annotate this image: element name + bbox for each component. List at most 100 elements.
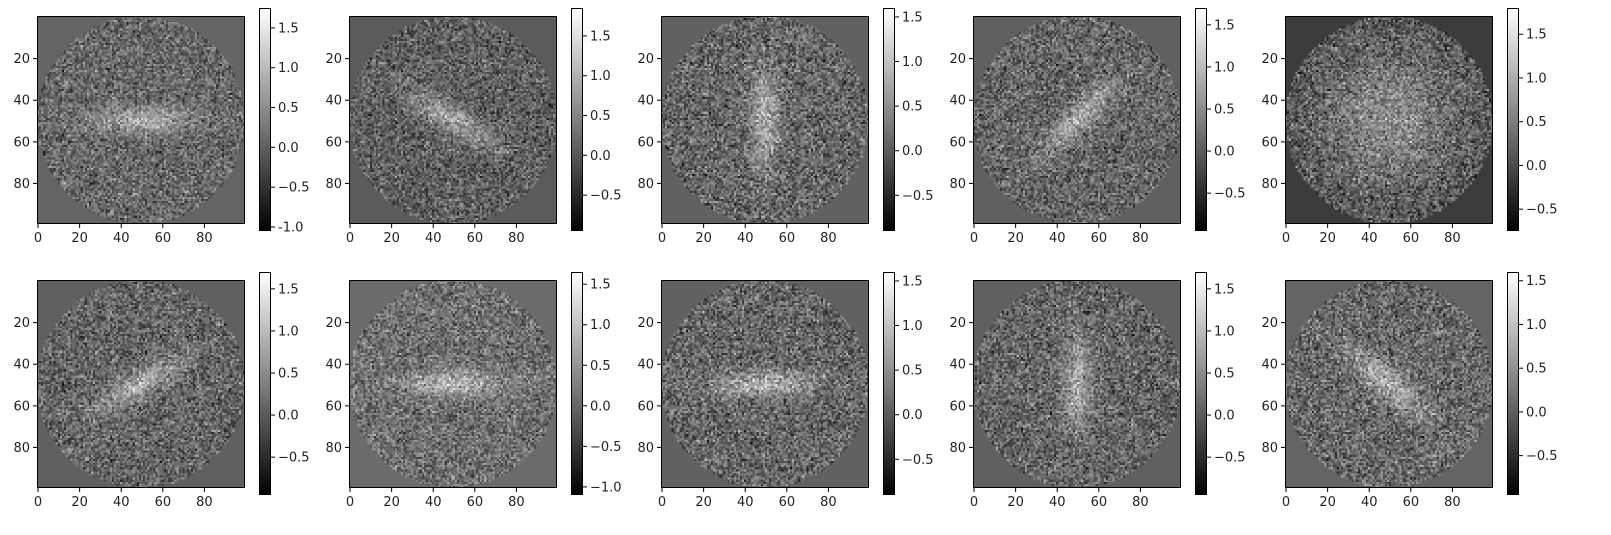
- panel-3: 0 20 40 60 80 20 40 60 80 −0.5 0.0 0.5 1.0 1.5: [637, 8, 934, 246]
- colorbar-tick-label: 1.0: [902, 55, 923, 70]
- colorbar-tick-label: −0.5: [1214, 187, 1246, 202]
- y-tick-label: 60: [13, 399, 30, 414]
- panel-10: 0 20 40 60 80 20 40 60 80 −0.5 0.0 0.5 1.0 1.5: [1261, 272, 1558, 510]
- y-tick-label: 80: [13, 441, 30, 456]
- y-tick-label: 60: [949, 135, 966, 150]
- colorbar: [883, 8, 895, 231]
- y-tick-label: 40: [637, 358, 654, 373]
- heatmap-image: [661, 280, 869, 488]
- x-tick-label: 80: [196, 495, 213, 510]
- x-tick-label: 60: [1091, 495, 1108, 510]
- colorbar: [1195, 8, 1207, 231]
- colorbar-tick-label: 0.5: [902, 100, 923, 115]
- colorbar-tick-label: 1.5: [1526, 274, 1547, 289]
- colorbar-tick-label: 0.5: [1526, 115, 1547, 130]
- x-tick-label: 20: [1007, 231, 1024, 246]
- x-tick-label: 0: [970, 495, 978, 510]
- panel-8: 0 20 40 60 80 20 40 60 80 −0.5 0.0 0.5 1.0 1.5: [637, 272, 934, 510]
- axes-frame: [37, 16, 245, 224]
- y-tick-label: 80: [325, 441, 342, 456]
- y-tick-label: 20: [325, 52, 342, 67]
- y-tick-label: 40: [1261, 94, 1278, 109]
- panel-4: 0 20 40 60 80 20 40 60 80 −0.5 0.0 0.5 1.0 1.5: [949, 8, 1246, 246]
- heatmap-image: [661, 16, 869, 224]
- colorbar-tick-label: 0.5: [278, 366, 299, 381]
- x-tick-label: 20: [71, 231, 88, 246]
- colorbar-tick-label: −0.5: [902, 189, 934, 204]
- y-tick-label: 80: [1261, 177, 1278, 192]
- axes-frame: [1285, 16, 1493, 224]
- y-tick-label: 20: [13, 316, 30, 331]
- x-tick-label: 80: [196, 231, 213, 246]
- axes-frame: [349, 280, 557, 488]
- panel-2: 0 20 40 60 80 20 40 60 80 −0.5 0.0 0.5 1.0 1.5: [325, 8, 622, 246]
- x-tick-label: 20: [383, 231, 400, 246]
- axes-frame: [661, 280, 869, 488]
- x-tick-label: 80: [820, 231, 837, 246]
- x-tick-label: 80: [1132, 495, 1149, 510]
- x-tick-label: 40: [1049, 495, 1066, 510]
- panel-9: 0 20 40 60 80 20 40 60 80 −0.5 0.0 0.5 1.0 1.5: [949, 272, 1246, 510]
- colorbar: [1195, 272, 1207, 495]
- x-tick-label: 40: [425, 231, 442, 246]
- colorbar-tick-label: 0.0: [1214, 409, 1235, 424]
- x-tick-label: 20: [71, 495, 88, 510]
- colorbar: [1507, 8, 1519, 231]
- panel-7: 0 20 40 60 80 20 40 60 80 −1.0 −0.5 0.0 0.5 1.0 1.5: [325, 272, 622, 510]
- colorbar-tick-label: 1.0: [590, 318, 611, 333]
- x-tick-label: 40: [113, 495, 130, 510]
- x-tick-label: 60: [1091, 231, 1108, 246]
- y-tick-label: 60: [1261, 399, 1278, 414]
- colorbar-frame: [1507, 8, 1519, 231]
- heatmap-image: [37, 16, 245, 224]
- x-tick-label: 60: [1403, 231, 1420, 246]
- colorbar-tick-label: 1.0: [278, 324, 299, 339]
- colorbar-tick-label: 0.0: [902, 144, 923, 159]
- colorbar-tick-label: −0.5: [278, 181, 310, 196]
- colorbar-frame: [883, 8, 895, 231]
- y-tick-label: 40: [637, 94, 654, 109]
- y-tick-label: 20: [1261, 316, 1278, 331]
- colorbar-tick-label: 0.0: [902, 408, 923, 423]
- colorbar: [571, 272, 583, 495]
- y-tick-label: 20: [1261, 52, 1278, 67]
- colorbar-tick-label: −0.5: [1214, 451, 1246, 466]
- y-tick-label: 80: [949, 441, 966, 456]
- x-tick-label: 60: [779, 231, 796, 246]
- y-tick-label: 80: [637, 177, 654, 192]
- x-tick-label: 80: [508, 231, 525, 246]
- y-tick-label: 20: [13, 52, 30, 67]
- colorbar-tick-label: 1.5: [1214, 18, 1235, 33]
- y-tick-label: 80: [637, 441, 654, 456]
- x-tick-label: 40: [1361, 231, 1378, 246]
- colorbar-tick-label: 0.5: [902, 364, 923, 379]
- colorbar: [1507, 272, 1519, 495]
- axes-frame: [1285, 280, 1493, 488]
- colorbar-tick-label: 1.5: [590, 278, 611, 293]
- colorbar-frame: [571, 272, 583, 495]
- heatmap-image: [349, 16, 557, 224]
- x-tick-label: 0: [346, 231, 354, 246]
- y-tick-label: 40: [949, 358, 966, 373]
- heatmap-image: [973, 280, 1181, 488]
- x-tick-label: 40: [1361, 495, 1378, 510]
- colorbar-tick-label: 0.0: [590, 399, 611, 414]
- colorbar-tick-label: 0.0: [1526, 159, 1547, 174]
- colorbar-frame: [259, 8, 271, 231]
- y-tick-label: 40: [13, 94, 30, 109]
- colorbar-tick-label: 1.5: [278, 21, 299, 36]
- x-tick-label: 80: [820, 495, 837, 510]
- y-tick-label: 60: [637, 135, 654, 150]
- axes-frame: [37, 280, 245, 488]
- y-tick-label: 80: [325, 177, 342, 192]
- colorbar-tick-label: 1.0: [1214, 324, 1235, 339]
- axes-frame: [973, 16, 1181, 224]
- colorbar-tick-label: −0.5: [590, 440, 622, 455]
- axes-frame: [349, 16, 557, 224]
- y-tick-label: 20: [949, 316, 966, 331]
- heatmap-image: [349, 280, 557, 488]
- colorbar: [571, 8, 583, 231]
- x-tick-label: 60: [467, 231, 484, 246]
- y-tick-label: 40: [325, 358, 342, 373]
